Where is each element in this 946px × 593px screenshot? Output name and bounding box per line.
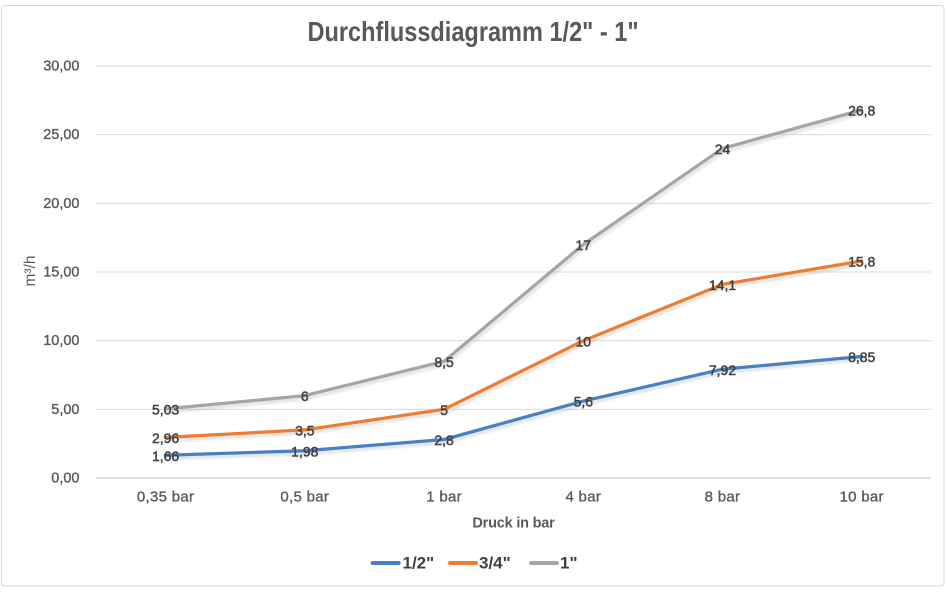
svg-text:2,96: 2,96 bbox=[152, 430, 179, 446]
svg-text:25,00: 25,00 bbox=[43, 127, 79, 143]
svg-text:26,8: 26,8 bbox=[848, 103, 875, 119]
svg-text:20,00: 20,00 bbox=[43, 196, 79, 212]
svg-text:0,35 bar: 0,35 bar bbox=[137, 489, 194, 506]
svg-text:7,92: 7,92 bbox=[709, 362, 736, 378]
svg-text:15,00: 15,00 bbox=[43, 265, 79, 281]
svg-text:24: 24 bbox=[715, 141, 731, 157]
svg-text:15,8: 15,8 bbox=[848, 254, 875, 270]
svg-text:3/4": 3/4" bbox=[479, 554, 511, 573]
svg-text:2,8: 2,8 bbox=[434, 432, 454, 448]
svg-text:Druck in bar: Druck in bar bbox=[472, 516, 555, 532]
svg-text:6: 6 bbox=[301, 388, 309, 404]
svg-text:8,85: 8,85 bbox=[848, 349, 875, 365]
svg-text:3,5: 3,5 bbox=[295, 423, 315, 439]
svg-text:10: 10 bbox=[576, 333, 592, 349]
svg-text:10 bar: 10 bar bbox=[840, 489, 884, 506]
svg-text:1,66: 1,66 bbox=[152, 448, 179, 464]
svg-text:1,98: 1,98 bbox=[291, 443, 318, 459]
svg-text:Durchflussdiagramm 1/2" - 1": Durchflussdiagramm 1/2" - 1" bbox=[308, 16, 639, 47]
svg-text:0,5 bar: 0,5 bar bbox=[280, 489, 329, 506]
svg-text:10,00: 10,00 bbox=[43, 333, 79, 349]
svg-text:17: 17 bbox=[576, 237, 592, 253]
svg-text:8 bar: 8 bar bbox=[705, 489, 741, 506]
svg-text:1/2": 1/2" bbox=[403, 554, 435, 573]
svg-text:5,03: 5,03 bbox=[152, 402, 179, 418]
svg-text:1 bar: 1 bar bbox=[426, 489, 462, 506]
svg-text:1": 1" bbox=[560, 554, 578, 573]
svg-text:8,5: 8,5 bbox=[434, 354, 454, 370]
svg-text:0,00: 0,00 bbox=[51, 471, 79, 487]
svg-text:5: 5 bbox=[440, 402, 448, 418]
svg-text:5,6: 5,6 bbox=[574, 394, 594, 410]
svg-text:m³/h: m³/h bbox=[22, 256, 39, 287]
svg-text:4 bar: 4 bar bbox=[565, 489, 601, 506]
svg-text:14,1: 14,1 bbox=[709, 277, 736, 293]
svg-text:30,00: 30,00 bbox=[43, 59, 79, 75]
svg-text:5,00: 5,00 bbox=[51, 402, 79, 418]
